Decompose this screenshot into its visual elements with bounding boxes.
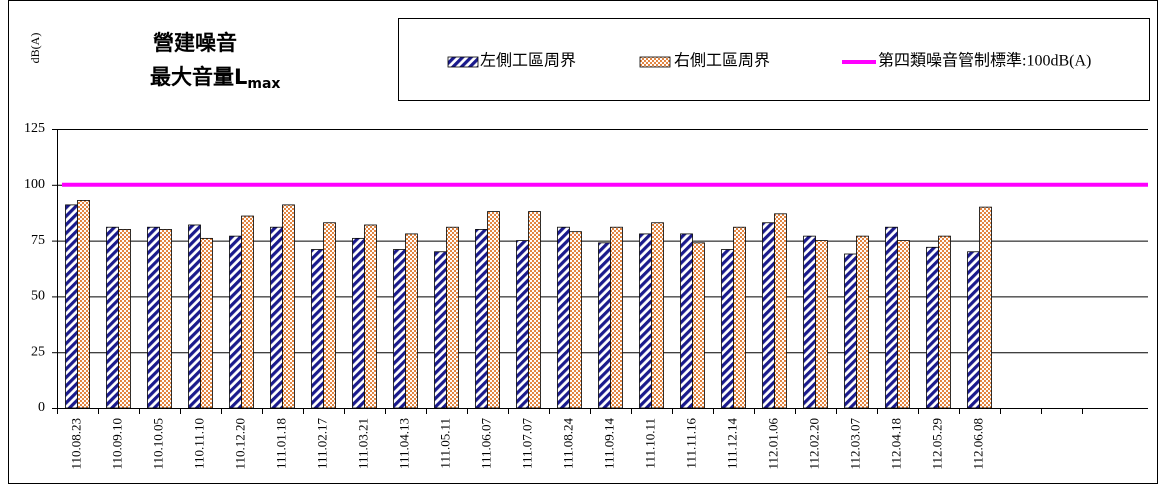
x-tick-label: 110.12.20 (232, 418, 247, 470)
bar (393, 249, 406, 409)
bar (733, 226, 746, 409)
bar (311, 249, 324, 409)
legend-label: 第四類噪音管制標準:100dB(A) (878, 52, 1091, 70)
y-tick-label: 50 (31, 289, 45, 304)
y-tick-label: 0 (38, 400, 45, 415)
x-tick-label: 110.10.05 (150, 418, 165, 470)
bar (434, 251, 447, 409)
bar (569, 231, 582, 409)
x-tick-label: 110.08.23 (68, 418, 83, 470)
x-tick-label: 112.01.06 (765, 418, 780, 470)
bar (323, 222, 336, 409)
bar (77, 200, 90, 409)
bar (885, 226, 898, 409)
x-tick-label: 110.09.10 (109, 418, 124, 470)
bar (651, 222, 664, 409)
bar (188, 224, 201, 409)
bar (516, 240, 529, 409)
bar (405, 233, 418, 409)
y-axis-label: dB(A) (28, 33, 42, 64)
bar (721, 249, 734, 409)
bar (241, 215, 254, 409)
bar (897, 240, 910, 409)
bar (200, 237, 213, 409)
bar (106, 226, 119, 409)
bar (815, 240, 828, 409)
x-tick-label: 111.09.14 (601, 418, 616, 470)
bar (65, 204, 78, 409)
y-tick-label: 100 (24, 177, 45, 192)
bar (159, 229, 172, 409)
bar (856, 235, 869, 409)
x-tick-label: 112.05.29 (929, 418, 944, 470)
chart-title-sub: max (247, 76, 280, 92)
bar (762, 222, 775, 409)
legend-swatch (447, 56, 479, 68)
bar (229, 235, 242, 409)
bar (118, 229, 131, 409)
legend-swatch (639, 56, 671, 68)
bar (270, 226, 283, 409)
bar (282, 204, 295, 409)
x-tick-label: 111.04.13 (396, 418, 411, 469)
bar (680, 233, 693, 409)
x-tick-label: 110.11.10 (191, 418, 206, 469)
bar (610, 226, 623, 409)
y-tick-label: 75 (31, 233, 45, 248)
bar (352, 237, 365, 409)
x-tick-label: 112.03.07 (847, 418, 862, 470)
chart-title: 最大音量Lmax (150, 65, 280, 92)
bar (446, 226, 459, 409)
x-tick-label: 111.05.11 (437, 418, 452, 469)
x-tick-label: 111.06.07 (478, 418, 493, 470)
bar (487, 211, 500, 409)
x-tick-label: 111.03.21 (355, 418, 370, 469)
bar (926, 246, 939, 409)
bar (528, 211, 541, 409)
bar (774, 213, 787, 409)
x-tick-label: 111.08.24 (560, 418, 575, 470)
x-tick-label: 111.02.17 (314, 418, 329, 470)
x-tick-label: 111.11.16 (683, 418, 698, 469)
bar (147, 226, 160, 409)
legend-label: 右側工區周界 (674, 52, 770, 70)
bar (967, 251, 980, 409)
x-tick-label: 112.02.20 (806, 418, 821, 470)
x-tick-label: 111.07.07 (519, 418, 534, 470)
bar (938, 235, 951, 409)
x-tick-label: 111.01.18 (273, 418, 288, 469)
bar (557, 226, 570, 409)
x-tick-label: 111.12.14 (724, 418, 739, 470)
bar (803, 235, 816, 409)
bar (692, 242, 705, 409)
y-tick-label: 25 (31, 344, 45, 359)
bar (639, 233, 652, 409)
bar (979, 206, 992, 409)
bar (475, 229, 488, 409)
chart-title: 最大音量L (150, 65, 247, 89)
x-tick-label: 112.06.08 (970, 418, 985, 470)
chart-title: 營建噪音 (153, 31, 237, 55)
x-tick-label: 112.04.18 (888, 418, 903, 470)
bar (598, 242, 611, 409)
legend-label: 左側工區周界 (480, 52, 576, 70)
x-tick-label: 111.10.11 (642, 418, 657, 469)
legend-box (398, 18, 1150, 101)
bar (844, 253, 857, 409)
bar (364, 224, 377, 409)
y-tick-label: 125 (24, 121, 45, 136)
